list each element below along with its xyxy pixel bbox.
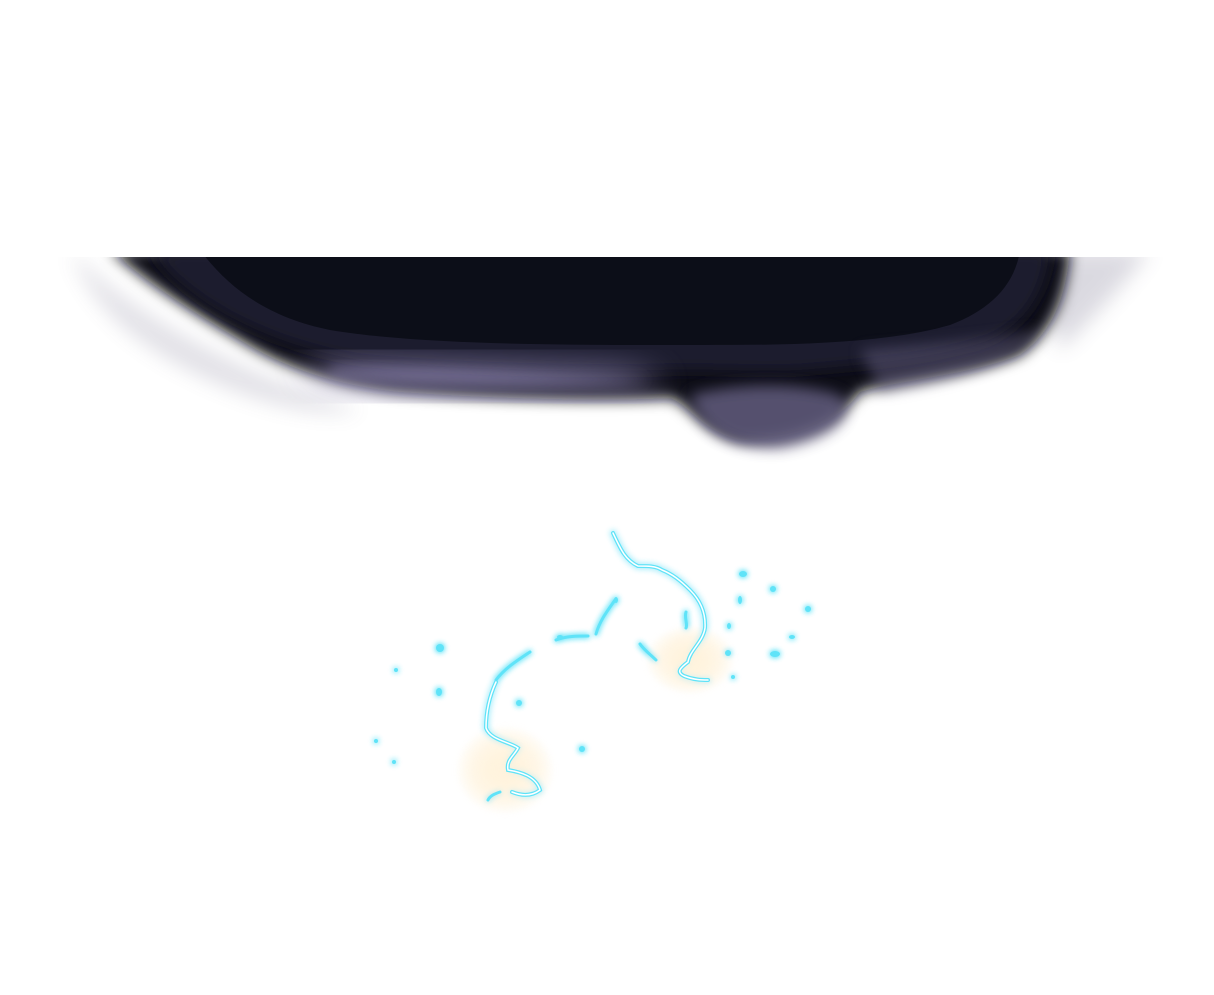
spark <box>738 596 742 604</box>
bolt-lower-tail <box>486 790 502 802</box>
spark <box>725 650 731 656</box>
spark <box>374 739 378 743</box>
bolt-connector-2 <box>554 634 590 642</box>
spark <box>731 675 735 679</box>
spark <box>770 651 780 657</box>
spark <box>770 586 776 592</box>
lightning-strike <box>374 531 811 815</box>
spark <box>805 606 811 612</box>
spark <box>557 635 563 639</box>
spark <box>392 760 396 764</box>
spark <box>436 688 442 696</box>
bolt-lower-core <box>485 681 541 796</box>
impact-glow-lower <box>455 725 555 815</box>
spark <box>789 635 795 639</box>
bolt-upper-branch-2 <box>638 642 658 662</box>
bolt-upper-branch <box>683 610 689 630</box>
spark <box>394 668 398 672</box>
cloud-wisp-right <box>1040 257 1145 350</box>
bolt-connector-1 <box>594 598 617 636</box>
cloud-wisp-left <box>72 257 360 413</box>
bolt-upper-core <box>612 532 709 681</box>
spark <box>579 746 585 752</box>
spark <box>739 571 747 577</box>
storm-cloud <box>72 257 1145 449</box>
cloud-lower-belly <box>690 385 847 449</box>
cloud-right-shade <box>860 330 1040 392</box>
cloud-highlight-line <box>330 368 650 382</box>
bolt-connector-3 <box>494 650 532 682</box>
spark <box>516 700 522 706</box>
cloud-deep-core <box>205 257 1019 345</box>
spark <box>436 644 444 652</box>
spark-particles <box>374 571 811 764</box>
spark <box>614 597 618 603</box>
spark <box>727 623 731 629</box>
